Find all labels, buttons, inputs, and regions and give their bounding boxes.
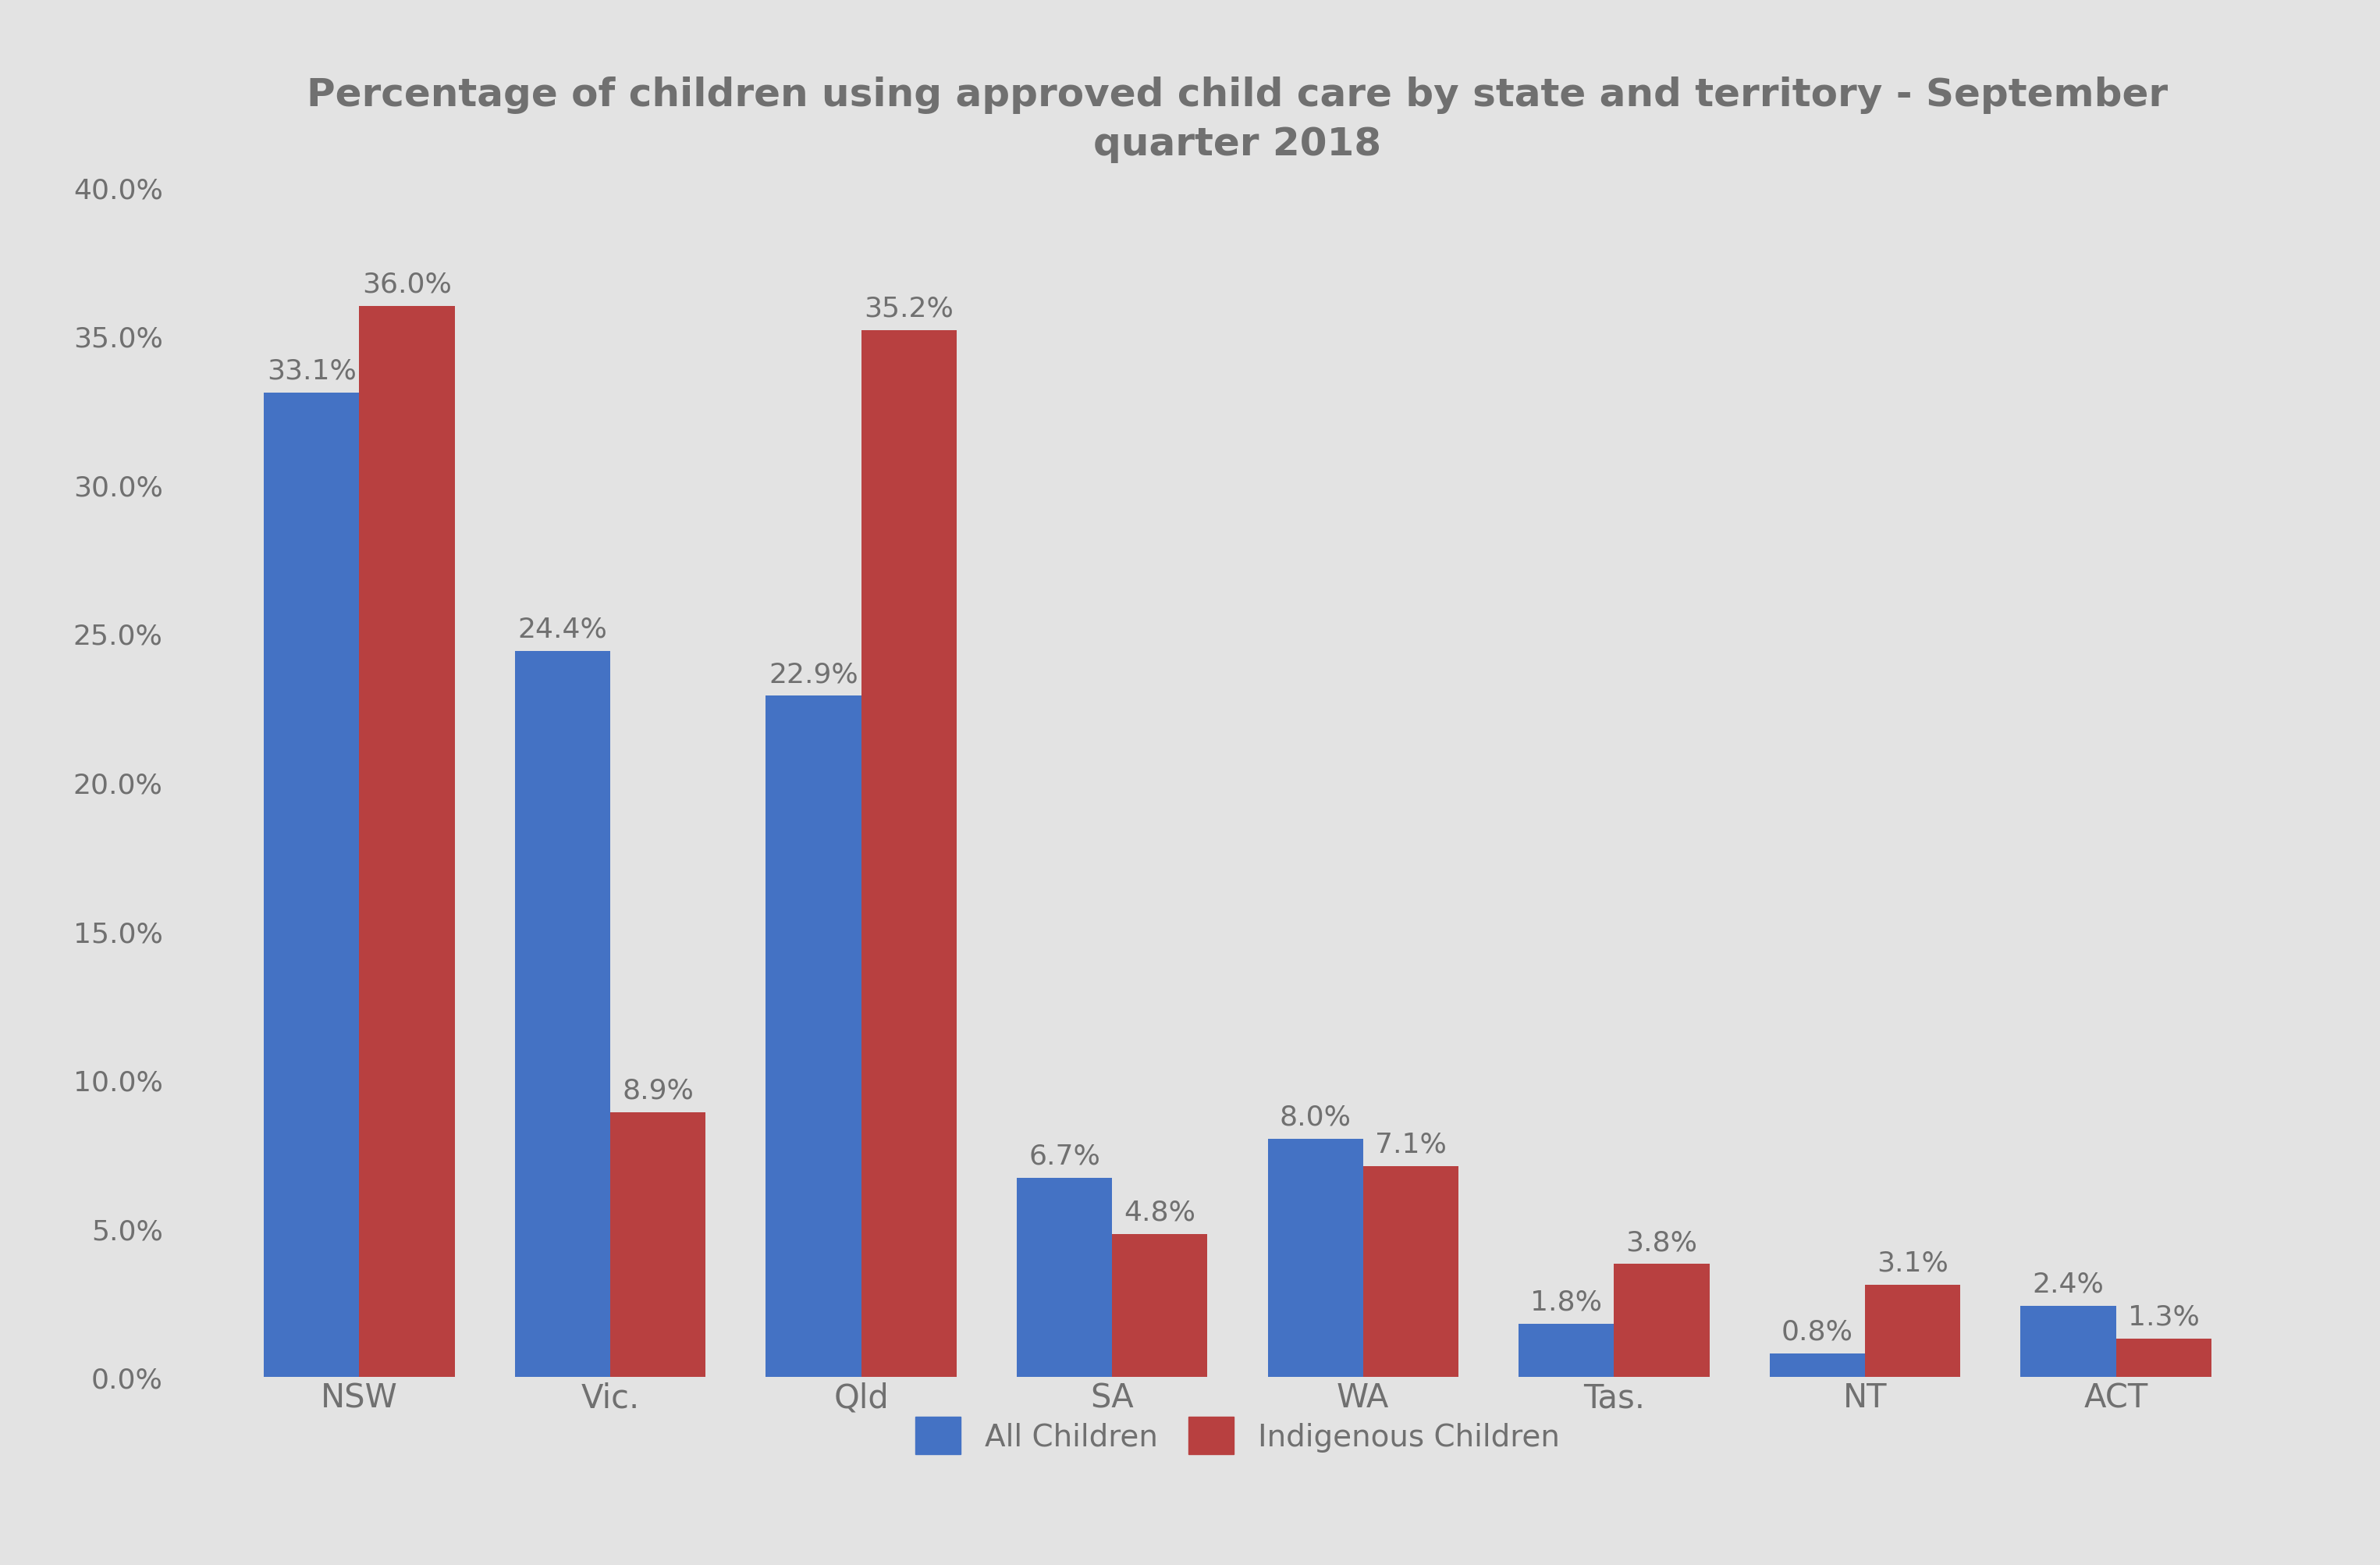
Text: 7.1%: 7.1% — [1376, 1130, 1447, 1157]
Text: 1.3%: 1.3% — [2128, 1304, 2199, 1330]
Bar — [1866, 1285, 1961, 1377]
Text: 1.8%: 1.8% — [1530, 1288, 1602, 1315]
Legend: All Children, Indigenous Children: All Children, Indigenous Children — [900, 1402, 1576, 1470]
Text: 6.7%: 6.7% — [1028, 1142, 1100, 1169]
Bar — [1364, 1166, 1459, 1377]
Bar — [2021, 1305, 2116, 1377]
Text: 22.9%: 22.9% — [769, 660, 859, 687]
Text: 24.4%: 24.4% — [519, 617, 607, 643]
Text: 35.2%: 35.2% — [864, 296, 954, 322]
Bar — [1518, 1324, 1614, 1377]
Text: 4.8%: 4.8% — [1123, 1199, 1195, 1225]
Text: 2.4%: 2.4% — [2033, 1271, 2104, 1297]
Title: Percentage of children using approved child care by state and territory - Septem: Percentage of children using approved ch… — [307, 77, 2168, 163]
Bar — [264, 393, 359, 1377]
Bar — [2116, 1338, 2211, 1377]
Text: 3.1%: 3.1% — [1878, 1249, 1949, 1275]
Text: 36.0%: 36.0% — [362, 271, 452, 297]
Bar — [1771, 1354, 1866, 1377]
Bar — [359, 307, 455, 1377]
Bar — [862, 330, 957, 1377]
Bar — [1269, 1139, 1364, 1377]
Bar — [1016, 1178, 1111, 1377]
Bar — [766, 696, 862, 1377]
Text: 0.8%: 0.8% — [1780, 1318, 1854, 1344]
Bar — [609, 1113, 704, 1377]
Bar — [514, 651, 609, 1377]
Text: 3.8%: 3.8% — [1626, 1229, 1697, 1255]
Text: 8.0%: 8.0% — [1280, 1103, 1352, 1130]
Text: 8.9%: 8.9% — [621, 1077, 695, 1103]
Bar — [1614, 1265, 1709, 1377]
Bar — [1111, 1235, 1207, 1377]
Text: 33.1%: 33.1% — [267, 357, 357, 383]
